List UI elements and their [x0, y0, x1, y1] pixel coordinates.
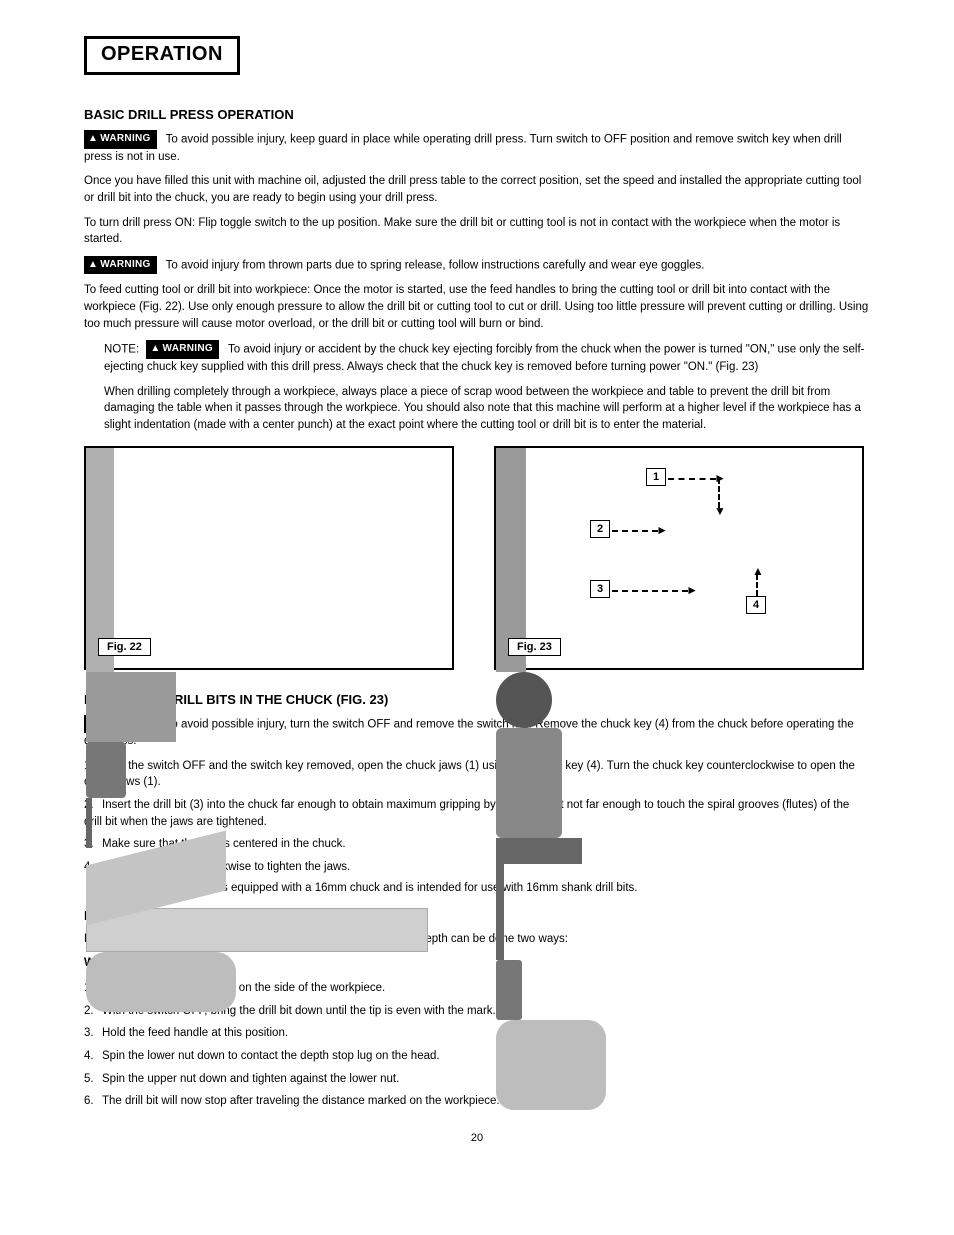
basic-p2: Once you have filled this unit with mach…: [84, 173, 870, 206]
fig23-label-4: 4: [746, 596, 766, 614]
warning-triangle-icon: ▲: [150, 343, 160, 354]
figure-22: Fig. 22: [84, 446, 454, 670]
installing-step-2: 2.Insert the drill bit (3) into the chuc…: [84, 797, 870, 830]
step-num: 4.: [84, 1048, 102, 1065]
fig22-hand-placeholder: [86, 952, 236, 1012]
installing-warning-row: ▲WARNING To avoid possible injury, turn …: [84, 715, 870, 750]
warning-badge: ▲WARNING: [146, 340, 219, 359]
page: OPERATION BASIC DRILL PRESS OPERATION ▲W…: [0, 0, 954, 1156]
fig23-arrow-1h: [668, 478, 716, 480]
fig23-knob-placeholder: [496, 672, 552, 728]
fig23-arrow-1v: [718, 478, 720, 508]
step-text: With the switch OFF and the switch key r…: [84, 760, 855, 789]
note-prefix: NOTE:: [104, 344, 139, 356]
basic-p4: To feed cutting tool or drill bit into w…: [84, 282, 870, 332]
fig23-collar-placeholder: [496, 838, 582, 864]
basic-p3: To turn drill press ON: Flip toggle swit…: [84, 215, 870, 248]
note-block: NOTE: ▲WARNING To avoid injury or accide…: [104, 340, 870, 433]
step-text: The drill bit will now stop after travel…: [102, 1095, 500, 1107]
warning-badge: ▲WARNING: [84, 130, 157, 149]
fig23-label-2: 2: [590, 520, 610, 538]
step-num: 3.: [84, 1025, 102, 1042]
fig22-bit-placeholder: [86, 798, 92, 848]
fig23-arrow-4: [756, 574, 758, 596]
operation-title-box: OPERATION: [84, 36, 240, 75]
drilling-step-6: 6.The drill bit will now stop after trav…: [84, 1093, 870, 1110]
warning1-text: To avoid possible injury, keep guard in …: [84, 133, 842, 162]
step-num: 6.: [84, 1093, 102, 1110]
step-num: 5.: [84, 1071, 102, 1088]
basic-p5-rest: When drilling completely through a workp…: [104, 384, 870, 434]
page-number: 20: [0, 1132, 954, 1144]
fig23-label-3: 3: [590, 580, 610, 598]
fig23-chuck-placeholder: [496, 728, 562, 838]
warning-badge: ▲WARNING: [84, 256, 157, 275]
fig23-arrow-3: [612, 590, 688, 592]
operation-title: OPERATION: [101, 43, 223, 66]
warning-label-text: WARNING: [100, 259, 150, 270]
warning-triangle-icon: ▲: [88, 259, 98, 270]
figures-row: Fig. 22 1 2 3 4 Fig. 23: [84, 446, 870, 670]
warning-label-text: WARNING: [100, 133, 150, 144]
fig23-caption: Fig. 23: [508, 638, 561, 656]
installing-warning-text: To avoid possible injury, turn the switc…: [84, 718, 854, 747]
fig23-arrow-2: [612, 530, 658, 532]
fig22-workpiece-placeholder: [86, 908, 428, 952]
warning3-row: NOTE: ▲WARNING To avoid injury or accide…: [104, 340, 870, 375]
warning1-row: ▲WARNING To avoid possible injury, keep …: [84, 130, 870, 165]
warning-triangle-icon: ▲: [88, 133, 98, 144]
installing-heading: INSTALLING DRILL BITS IN THE CHUCK (FIG.…: [84, 692, 870, 707]
fig23-bit-placeholder: [496, 864, 504, 960]
installing-step-1: 1.With the switch OFF and the switch key…: [84, 758, 870, 791]
step-text: Spin the upper nut down and tighten agai…: [102, 1073, 399, 1085]
step-text: Insert the drill bit (3) into the chuck …: [84, 799, 849, 828]
fig22-chuck-placeholder: [86, 742, 126, 798]
fig22-caption: Fig. 22: [98, 638, 151, 656]
fig23-hand-placeholder: [496, 1020, 606, 1110]
drilling-step-3: 3.Hold the feed handle at this position.: [84, 1025, 870, 1042]
figure-23: 1 2 3 4 Fig. 23: [494, 446, 864, 670]
basic-heading: BASIC DRILL PRESS OPERATION: [84, 107, 870, 122]
fig23-label-1: 1: [646, 468, 666, 486]
warning2-row: ▲WARNING To avoid injury from thrown par…: [84, 256, 870, 275]
drilling-step-5: 5.Spin the upper nut down and tighten ag…: [84, 1071, 870, 1088]
warning-label-text: WARNING: [163, 343, 213, 354]
fig23-key-placeholder: [496, 960, 522, 1020]
drilling-step-4: 4.Spin the lower nut down to contact the…: [84, 1048, 870, 1065]
warning2-text: To avoid injury from thrown parts due to…: [166, 259, 705, 271]
fig22-head-placeholder: [86, 672, 176, 742]
step-text: Spin the lower nut down to contact the d…: [102, 1050, 440, 1062]
step-text: Hold the feed handle at this position.: [102, 1027, 288, 1039]
